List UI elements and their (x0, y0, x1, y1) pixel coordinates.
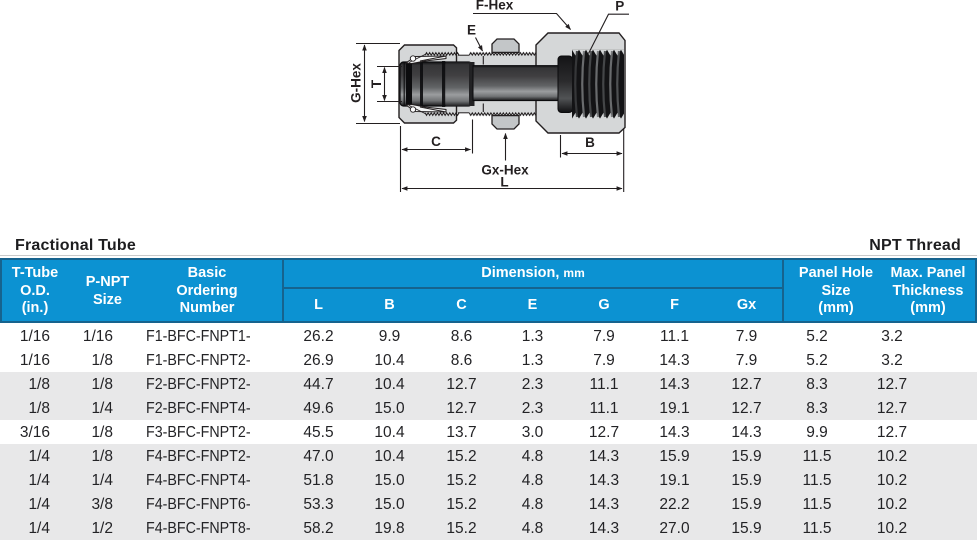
svg-text:G-Hex: G-Hex (349, 63, 364, 103)
svg-text:B: B (585, 135, 595, 150)
svg-text:P: P (615, 0, 624, 14)
svg-text:E: E (467, 23, 476, 38)
svg-text:L: L (500, 175, 508, 190)
svg-text:Gx-Hex: Gx-Hex (481, 163, 529, 178)
svg-text:C: C (431, 134, 441, 149)
svg-text:T: T (369, 79, 384, 88)
svg-text:F-Hex: F-Hex (476, 0, 514, 13)
